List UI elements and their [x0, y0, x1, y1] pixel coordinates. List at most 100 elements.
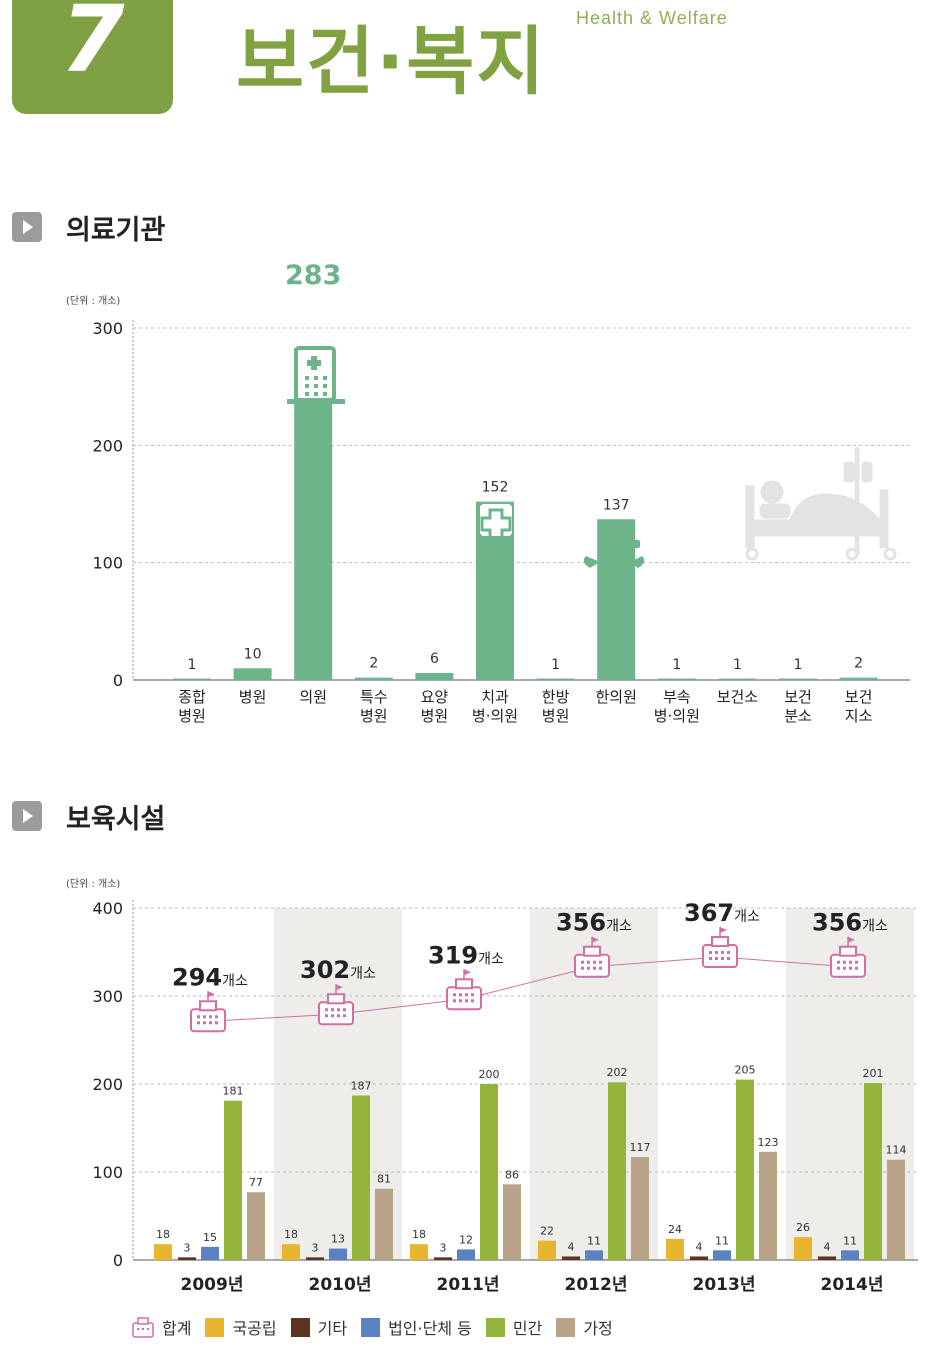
bar	[457, 1249, 475, 1260]
childcare-facilities-chart: (단위 : 개소) 0 100 200 300 400 18 3 15 181 77 2009년 18 3…	[66, 877, 918, 1295]
play-arrow-icon	[12, 212, 42, 242]
x-tick-label: 요양	[421, 688, 449, 706]
x-tick-label: 2012년	[565, 1275, 628, 1295]
x-tick-label: 2009년	[181, 1275, 244, 1295]
legend-label: 기타	[317, 1319, 348, 1338]
y-tick-label: 200	[92, 1075, 123, 1094]
legend-item: 민간	[485, 1315, 543, 1339]
hospital-bed-icon	[745, 447, 897, 561]
legend-item-total: 합계	[130, 1315, 191, 1339]
legend-swatch	[556, 1317, 576, 1337]
bar	[736, 1079, 754, 1260]
play-arrow-icon	[12, 801, 42, 831]
bar	[818, 1256, 836, 1260]
data-label: 1	[551, 657, 560, 673]
data-label: 2	[369, 656, 378, 672]
data-label: 6	[430, 651, 439, 667]
data-label: 12	[459, 1233, 473, 1246]
building-icon	[574, 936, 610, 978]
x-tick-label: 특수	[360, 688, 388, 706]
bar	[718, 678, 757, 680]
bar	[657, 678, 696, 680]
bar	[779, 678, 817, 680]
y-tick-label: 0	[113, 671, 123, 690]
x-tick-label: 지소	[845, 707, 873, 725]
clinic-building-icon	[287, 346, 345, 404]
data-label: 4	[568, 1240, 575, 1253]
page-title: 보건·복지	[236, 19, 547, 105]
total-label: 319개소	[428, 941, 504, 969]
building-icon	[830, 936, 866, 978]
bar	[666, 1238, 684, 1260]
bar	[224, 1100, 242, 1260]
building-icon	[190, 991, 226, 1033]
data-label: 1	[188, 657, 197, 673]
data-label: 4	[824, 1240, 831, 1253]
section-title-childcare: 보육시설	[66, 804, 166, 835]
bar	[178, 1257, 196, 1260]
legend-label: 민간	[512, 1319, 543, 1338]
bar	[282, 1244, 300, 1260]
x-tick-label: 보건소	[717, 688, 759, 706]
unit-label: (단위 : 개소)	[66, 877, 120, 890]
data-label: 18	[156, 1228, 170, 1241]
bar	[434, 1257, 452, 1260]
x-tick-label: 보건	[784, 688, 812, 706]
data-label: 137	[603, 497, 630, 513]
bar	[352, 1095, 370, 1260]
unit-label: (단위 : 개소)	[66, 294, 120, 307]
bar	[841, 1250, 859, 1260]
total-label: 302개소	[300, 956, 376, 984]
data-label: 117	[630, 1141, 651, 1154]
dental-cross-icon	[480, 504, 512, 540]
data-label: 114	[886, 1144, 907, 1157]
data-label: 283	[285, 260, 341, 291]
bar	[173, 678, 211, 680]
data-label: 1	[672, 657, 681, 673]
data-label: 2	[854, 656, 863, 672]
bar	[839, 677, 878, 680]
data-label: 3	[312, 1241, 319, 1254]
data-label: 3	[440, 1241, 447, 1254]
building-icon	[446, 969, 482, 1011]
bar	[538, 1240, 556, 1260]
legend-label: 법인·단체 등	[388, 1319, 472, 1338]
x-tick-label: 2011년	[437, 1275, 500, 1295]
chart-legend: 합계 국공립 기타 법인·단체 등 민간 가정	[130, 1313, 627, 1341]
y-tick-label: 100	[92, 554, 123, 573]
total-label: 294개소	[172, 963, 248, 991]
legend-swatch	[290, 1317, 310, 1337]
legend-swatch	[361, 1317, 381, 1337]
y-tick-label: 400	[92, 899, 123, 918]
building-icon	[132, 1317, 154, 1338]
herbal-pot-icon	[583, 519, 645, 568]
data-label: 10	[244, 646, 262, 662]
bar	[375, 1188, 393, 1260]
legend-swatch	[485, 1317, 505, 1337]
total-line	[207, 956, 849, 1022]
data-label: 18	[284, 1228, 298, 1241]
bar	[154, 1244, 172, 1260]
data-label: 202	[607, 1066, 628, 1079]
x-tick-label: 병원	[239, 688, 267, 706]
data-label: 24	[668, 1223, 682, 1236]
data-label: 11	[843, 1234, 857, 1247]
x-tick-label: 병원	[360, 707, 388, 725]
data-label: 81	[377, 1173, 391, 1186]
legend-item: 가정	[556, 1315, 613, 1339]
x-tick-label: 병원	[542, 707, 570, 725]
y-tick-label: 300	[92, 987, 123, 1006]
chapter-badge: 7	[12, 0, 173, 114]
data-label: 1	[733, 657, 742, 673]
x-tick-label: 분소	[784, 707, 812, 725]
x-tick-label: 종합	[178, 688, 206, 706]
legend-item: 기타	[290, 1315, 348, 1339]
data-label: 181	[223, 1085, 244, 1098]
total-label: 367개소	[684, 899, 760, 927]
bar	[354, 677, 393, 680]
data-label: 200	[479, 1068, 500, 1081]
y-tick-label: 0	[113, 1251, 123, 1270]
data-label: 26	[796, 1221, 810, 1234]
building-icon	[318, 984, 354, 1026]
legend-label: 가정	[583, 1319, 613, 1338]
